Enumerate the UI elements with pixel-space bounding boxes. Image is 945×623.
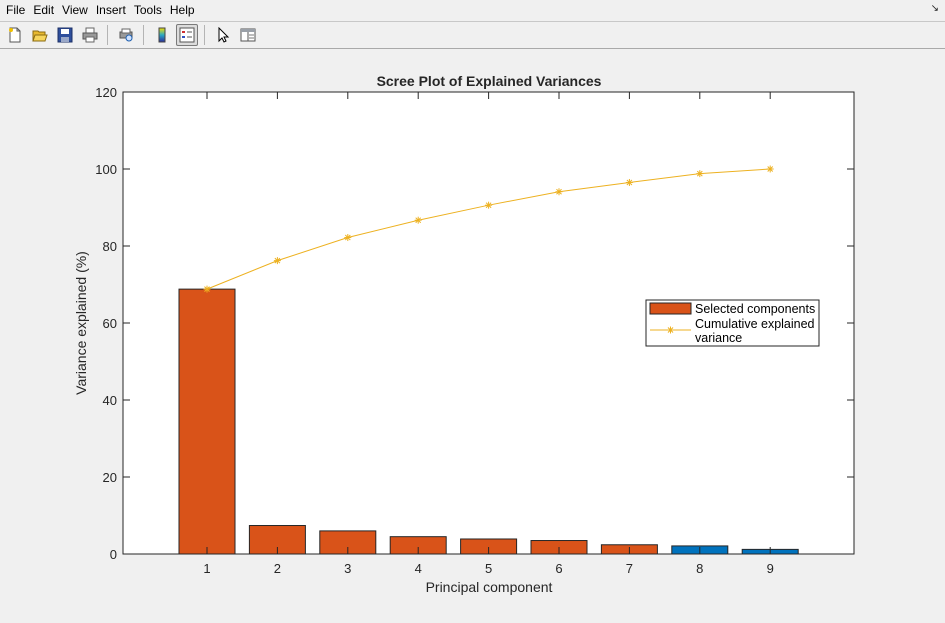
save-icon[interactable] [54,24,76,46]
y-tick-label: 40 [103,393,117,408]
x-tick-label: 1 [203,561,210,576]
open-file-icon[interactable] [29,24,51,46]
legend-star [667,326,674,334]
y-tick-label: 20 [103,470,117,485]
legend-bar-swatch [649,302,692,315]
toolbar-separator [143,25,144,45]
menubar: File Edit View Insert Tools Help ↘ [0,0,945,20]
print-icon[interactable] [79,24,101,46]
y-tick-label: 60 [103,316,117,331]
toolbar-separator [204,25,205,45]
legend-icon[interactable] [176,24,198,46]
x-tick-label: 4 [415,561,422,576]
toolbar-separator [107,25,108,45]
toolbar-divider [0,48,945,49]
x-tick-label: 6 [555,561,562,576]
property-editor-icon[interactable] [237,24,259,46]
scree-chart: 0 20 40 60 80 100 120 1 2 3 4 5 6 7 8 9 Scree Plot of E… [73,73,855,595]
legend[interactable]: Selected components Cumulative explained… [645,299,820,347]
figure-canvas: 0 20 40 60 80 100 120 1 2 3 4 5 6 7 8 9 Scree Plot of E… [0,49,945,618]
cumulative-marker-6 [555,188,563,196]
menubar-divider [0,21,945,22]
x-axis-label: Principal component [426,579,553,595]
y-tick-label: 0 [110,547,117,562]
x-tick-label: 3 [344,561,351,576]
y-tick-label: 80 [103,239,117,254]
legend-entry-cumulative-cont: variance [695,331,742,345]
cumulative-marker-4 [414,216,422,224]
y-tick-label: 100 [95,162,117,177]
legend-entry-selected: Selected components [695,302,815,316]
x-tick-label: 9 [767,561,774,576]
menu-help[interactable]: Help [169,3,195,17]
menu-tools[interactable]: Tools [133,3,162,17]
new-figure-icon[interactable] [4,24,26,46]
dock-figure-icon[interactable]: ↘ [930,3,939,14]
cumulative-marker-3 [344,234,352,242]
cumulative-marker-5 [485,201,493,209]
menu-edit[interactable]: Edit [33,3,55,17]
cumulative-marker-9 [766,165,774,173]
legend-entry-cumulative: Cumulative explained [695,317,815,331]
x-tick-label: 2 [274,561,281,576]
menu-insert[interactable]: Insert [95,3,126,17]
menu-view[interactable]: View [62,3,88,17]
cumulative-marker-7 [625,178,633,186]
legend-star-marker [667,326,674,334]
cumulative-marker-1 [203,285,211,293]
x-tick-label: 7 [626,561,633,576]
y-axis-label: Variance explained (%) [73,251,89,395]
x-tick-label: 5 [485,561,492,576]
menu-file[interactable]: File [6,3,26,17]
pointer-icon[interactable] [212,24,234,46]
cumulative-marker-2 [273,257,281,265]
figure-toolbar [0,22,945,48]
print-preview-icon[interactable] [115,24,137,46]
chart-title: Scree Plot of Explained Variances [377,73,602,89]
x-tick-label: 8 [696,561,703,576]
colorbar-icon[interactable] [151,24,173,46]
y-tick-label: 120 [95,85,117,100]
bar-component-1 [178,288,236,555]
cumulative-marker-8 [696,170,704,178]
